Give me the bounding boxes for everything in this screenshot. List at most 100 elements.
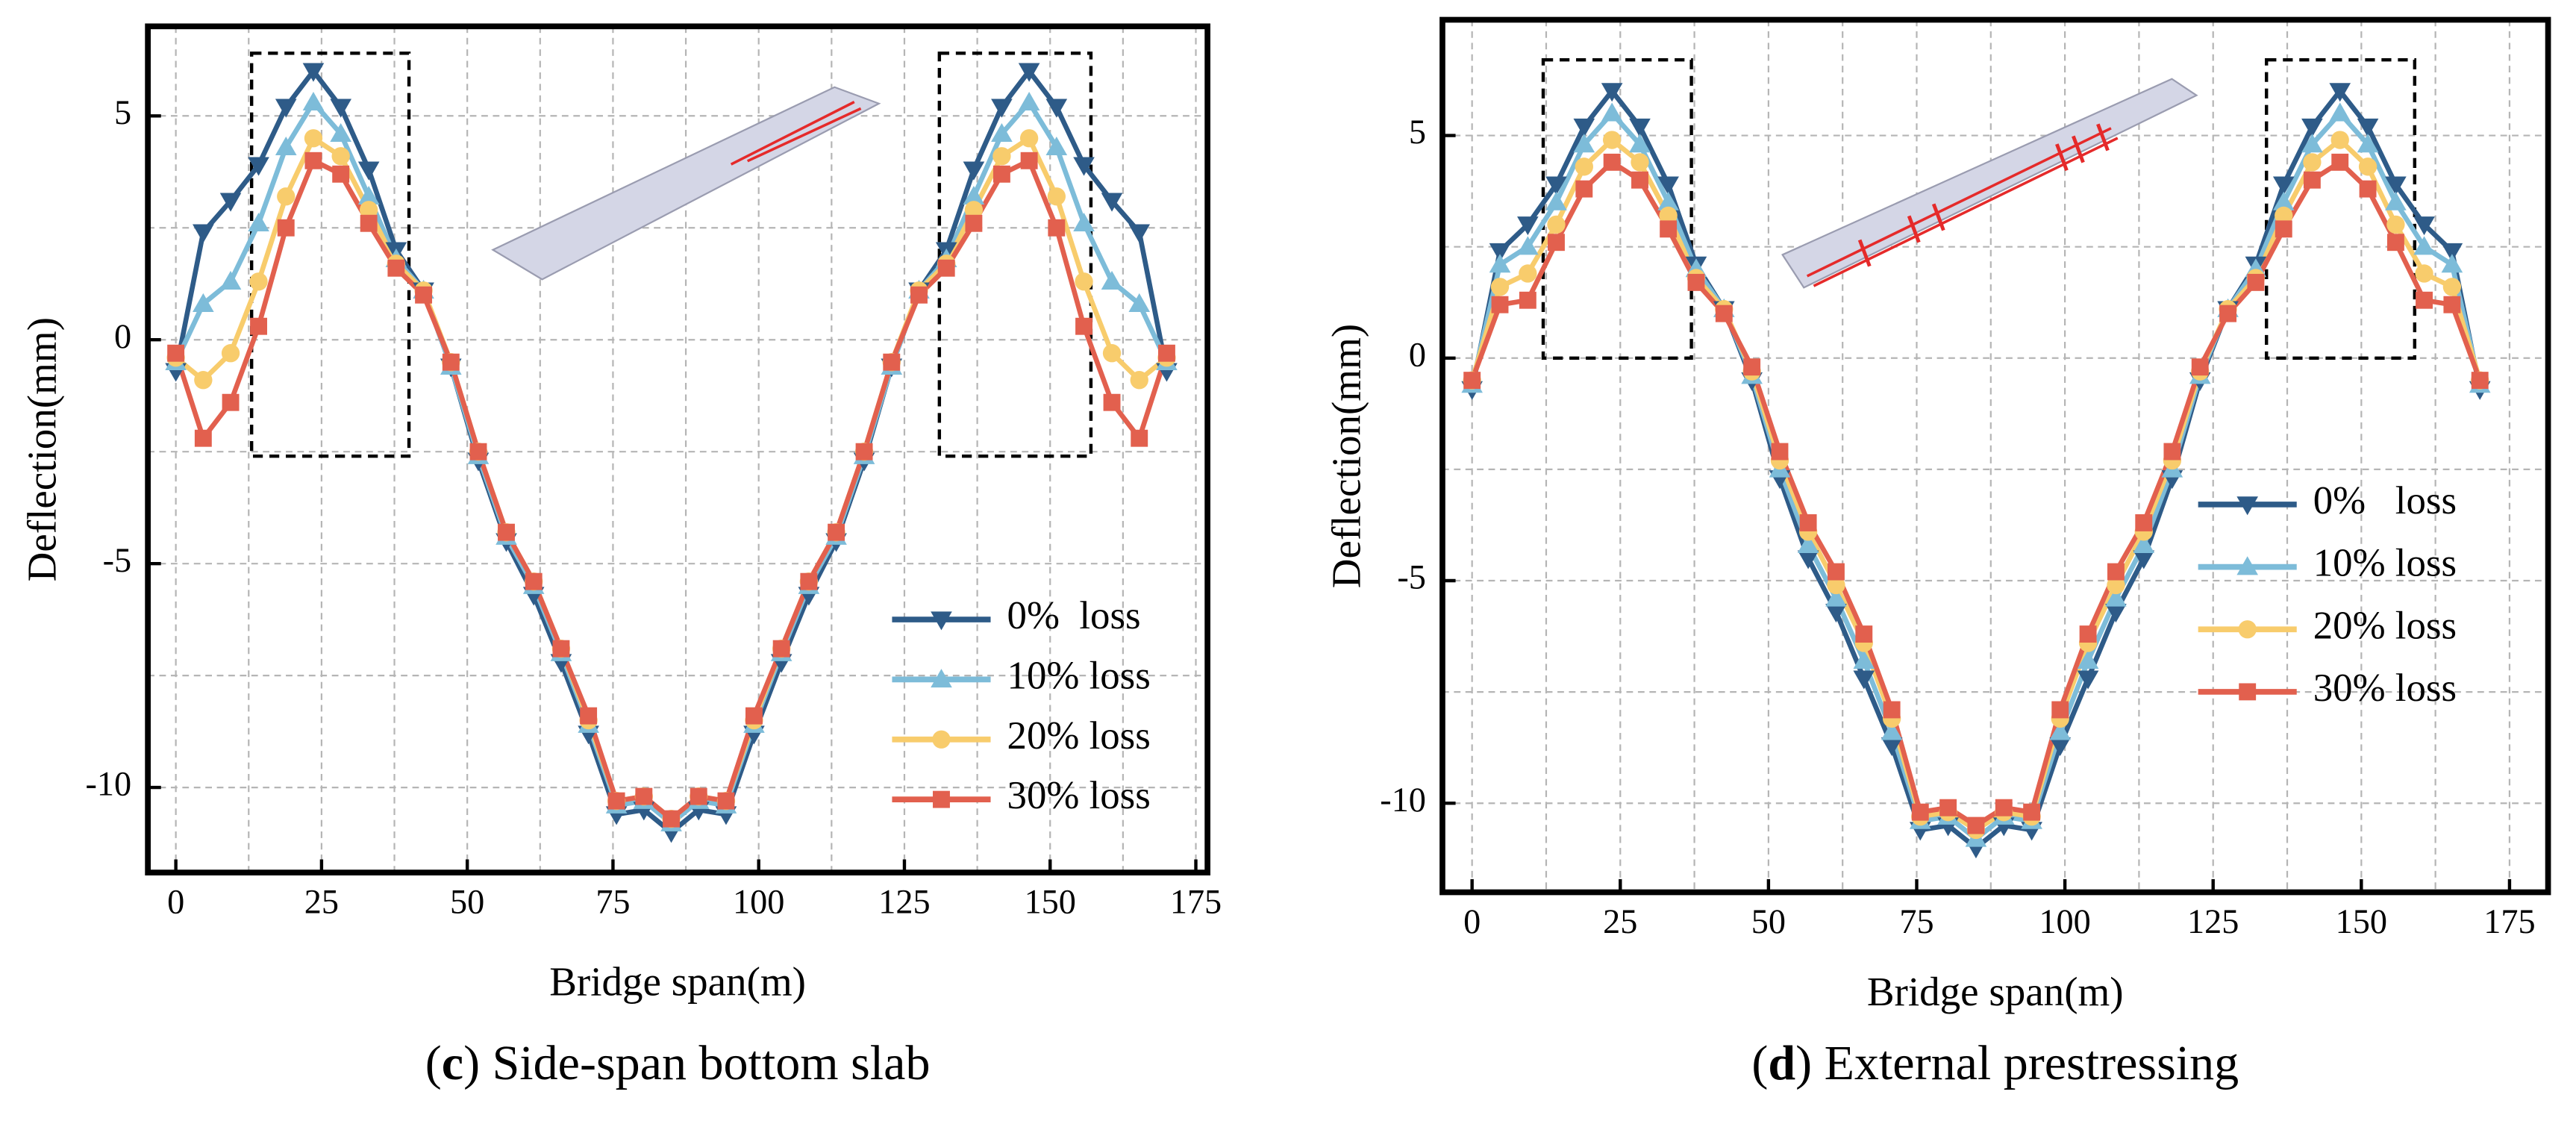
caption-part: d (1768, 1036, 1795, 1090)
y-tick-label: 5 (114, 93, 131, 131)
data-point (275, 99, 297, 118)
data-point (1103, 393, 1121, 411)
inset-deviator (2072, 135, 2085, 163)
data-point (1573, 134, 1595, 153)
data-point (1489, 254, 1511, 273)
data-point (1799, 514, 1817, 531)
data-point (304, 129, 323, 148)
data-point (1020, 152, 1038, 169)
data-point (1995, 799, 2013, 817)
data-point (1797, 550, 1819, 569)
inset-tendon (746, 107, 862, 163)
data-point (525, 572, 543, 590)
data-point (2023, 803, 2041, 821)
data-point (2077, 650, 2099, 669)
data-point (2272, 191, 2295, 210)
data-point (221, 344, 240, 363)
inset-deviator (2096, 123, 2110, 152)
data-point (635, 787, 653, 805)
x-tick-label: 75 (595, 883, 630, 921)
data-point (855, 443, 873, 460)
data-point (2471, 372, 2489, 390)
legend-marker (2236, 556, 2259, 575)
data-point (1075, 272, 1093, 291)
plot-background (1442, 19, 2548, 893)
data-point (1463, 372, 1481, 390)
data-point (937, 259, 955, 277)
data-point (2107, 563, 2125, 581)
data-point (194, 371, 213, 390)
plot-frame (1439, 16, 2551, 896)
data-point (2107, 575, 2125, 595)
y-tick-label: -5 (103, 541, 132, 579)
inset-deviator (2055, 143, 2069, 172)
x-tick-label: 175 (1170, 883, 1222, 921)
y-tick-label: 0 (114, 317, 131, 355)
data-point (1517, 216, 1539, 236)
data-point (1660, 220, 1678, 238)
data-point (2415, 264, 2433, 283)
data-point (1547, 215, 1566, 234)
data-point (1047, 187, 1066, 206)
data-point (248, 212, 269, 231)
x-axis-label: Bridge span(m) (549, 959, 806, 1005)
data-point (2105, 587, 2127, 607)
data-point (1045, 99, 1068, 118)
data-point (607, 792, 625, 810)
data-point (828, 523, 845, 541)
data-point (663, 810, 680, 828)
legend-marker (931, 611, 952, 631)
data-point (992, 165, 1010, 183)
data-point (991, 122, 1013, 143)
caption-part: c (442, 1036, 463, 1090)
data-point (498, 523, 515, 541)
data-point (1853, 670, 1875, 690)
legend-label: 10% loss (2313, 542, 2457, 585)
x-tick-label: 50 (450, 883, 484, 921)
data-point (2329, 102, 2351, 122)
data-point (1631, 153, 1649, 172)
data-point (442, 353, 460, 371)
data-point (800, 572, 818, 590)
data-point (275, 136, 297, 156)
data-point (991, 99, 1013, 118)
inset-girder (1781, 78, 2198, 289)
y-tick-label: -10 (1380, 781, 1426, 819)
data-point (1883, 701, 1901, 719)
data-point (302, 91, 325, 111)
data-point (194, 429, 212, 447)
y-tick-label: -10 (85, 765, 131, 803)
data-point (304, 152, 322, 169)
data-point (1827, 575, 1845, 595)
data-point (1575, 180, 1593, 198)
data-point (2358, 157, 2378, 176)
data-point (1158, 344, 1175, 362)
data-point (2359, 180, 2377, 198)
legend-label: 20% loss (2313, 604, 2457, 647)
data-point (2413, 236, 2435, 255)
data-point (2079, 625, 2097, 643)
data-point (2386, 234, 2404, 252)
data-point (1490, 278, 1510, 296)
data-point (332, 165, 350, 183)
caption-part: ) External prestressing (1795, 1036, 2239, 1090)
x-tick-label: 75 (1899, 902, 1933, 940)
data-point (1102, 344, 1122, 363)
data-point (1575, 157, 1593, 176)
x-tick-label: 125 (878, 883, 930, 921)
data-point (1881, 737, 1903, 756)
data-point (1602, 131, 1622, 149)
data-point (992, 147, 1011, 166)
data-point (1967, 817, 1985, 834)
data-point (193, 224, 214, 243)
data-point (469, 443, 487, 460)
data-point (167, 344, 185, 362)
legend-marker (931, 669, 952, 688)
data-point (250, 317, 267, 335)
data-point (552, 640, 570, 658)
data-point (415, 286, 433, 304)
inset-tendon (730, 101, 855, 166)
data-point (2357, 118, 2379, 137)
